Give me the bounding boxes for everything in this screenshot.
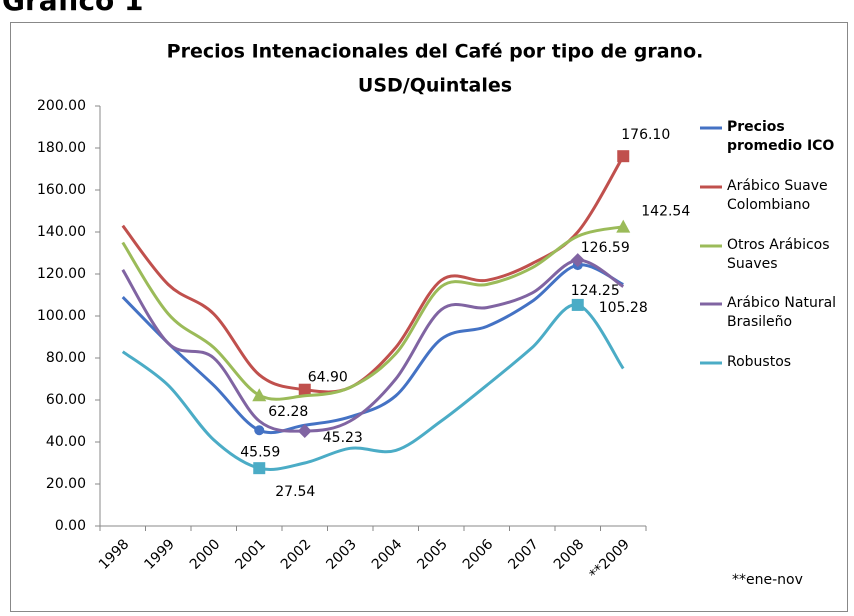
x-tick-label: **2009 — [586, 536, 632, 582]
x-tick-label: 2000 — [187, 536, 224, 573]
x-tick-label: 1998 — [96, 536, 133, 573]
data-label: 45.59 — [240, 444, 280, 460]
data-label: 124.25 — [571, 283, 620, 299]
y-tick-label: 140.00 — [37, 224, 86, 240]
chart-frame — [10, 22, 848, 612]
marker — [252, 388, 267, 402]
data-label: 64.90 — [308, 370, 348, 386]
y-tick-label: 20.00 — [46, 476, 86, 492]
x-tick-label: 2003 — [323, 536, 360, 573]
marker — [616, 219, 631, 233]
marker — [570, 253, 585, 268]
data-label: 27.54 — [275, 484, 315, 500]
y-tick-label: 200.00 — [37, 98, 86, 114]
x-tick-label: 2004 — [369, 536, 406, 573]
marker — [253, 462, 266, 475]
series-line — [121, 263, 624, 435]
x-tick-label: 2002 — [278, 536, 315, 573]
series-line — [121, 225, 624, 401]
legend-label: Robustos — [727, 354, 792, 370]
y-tick-label: 120.00 — [37, 266, 86, 282]
data-label: 45.23 — [323, 430, 363, 446]
legend-label: Precios promedio ICO — [727, 119, 835, 154]
y-tick-label: 80.00 — [46, 350, 86, 366]
legend-label: Arábico Natural Brasileño — [727, 295, 837, 330]
data-label: 105.28 — [599, 300, 648, 316]
x-tick-label: 1999 — [141, 536, 178, 573]
y-tick-label: 160.00 — [37, 182, 86, 198]
data-label: 142.54 — [641, 204, 690, 220]
marker — [617, 150, 630, 163]
chart-subtitle: USD/Quintales — [358, 75, 512, 97]
marker — [297, 424, 312, 439]
marker — [571, 298, 584, 311]
series-line — [121, 258, 625, 433]
legend-label: Arábico Suave Colombiano — [727, 178, 828, 213]
heading: Gráfico 1 — [2, 0, 144, 17]
series-line — [121, 303, 625, 471]
series-line — [121, 155, 625, 394]
x-tick-label: 2007 — [505, 536, 542, 573]
y-tick-label: 40.00 — [46, 434, 86, 450]
marker — [254, 425, 265, 436]
y-tick-label: 60.00 — [46, 392, 86, 408]
y-tick-label: 180.00 — [37, 140, 86, 156]
marker — [298, 383, 311, 396]
data-label: 176.10 — [621, 127, 670, 143]
legend-label: Otros Arábicos Suaves — [727, 237, 830, 272]
annotation: **ene-nov — [732, 572, 803, 588]
x-tick-label: 2006 — [460, 536, 497, 573]
y-tick-label: 0.00 — [55, 518, 86, 534]
x-tick-label: 2008 — [551, 536, 588, 573]
y-tick-label: 100.00 — [37, 308, 86, 324]
data-label: 62.28 — [268, 404, 308, 420]
data-label: 126.59 — [581, 240, 630, 256]
chart-title: Precios Intenacionales del Café por tipo… — [167, 41, 704, 63]
x-tick-label: 2005 — [414, 536, 451, 573]
x-tick-label: 2001 — [232, 536, 269, 573]
